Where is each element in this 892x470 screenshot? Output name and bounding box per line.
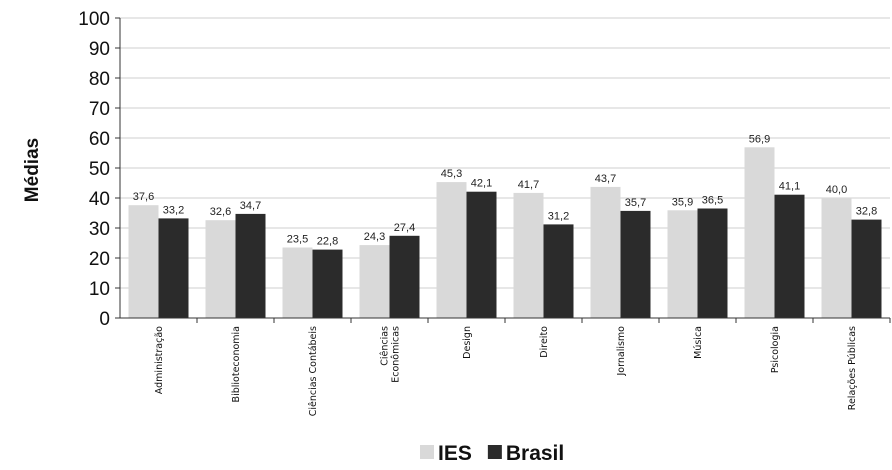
x-tick-label-line: Psicologia	[770, 326, 781, 373]
data-label: 56,9	[749, 133, 770, 145]
x-tick-label-line: Música	[693, 326, 704, 359]
x-tick-label: Jornalismo	[616, 326, 627, 377]
data-label: 34,7	[240, 200, 261, 212]
data-label: 32,6	[210, 206, 231, 218]
x-tick-label: Design	[462, 326, 473, 359]
x-tick-label: Administração	[154, 326, 165, 394]
data-label: 42,1	[471, 178, 492, 190]
bar-brasil	[851, 219, 882, 318]
bar-ies	[590, 186, 621, 318]
bar-ies	[282, 247, 313, 318]
x-tick-label-line: Biblioteconomia	[231, 326, 242, 402]
x-tick-label-line: Design	[462, 326, 473, 359]
bar-ies	[359, 245, 390, 318]
x-tick-label-line: Direito	[539, 326, 550, 358]
legend-label-ies: IES	[438, 442, 472, 465]
y-tick-label: 60	[89, 129, 110, 150]
y-tick-labels: 0 10 20 30 40 50 60 70 80 90 100	[78, 9, 120, 330]
bar-ies	[205, 220, 236, 318]
data-labels: 37,6 33,2 32,6 34,7 23,5 22,8 24,3 27,4 45,3 42,1…	[133, 133, 877, 247]
data-label: 43,7	[595, 173, 616, 185]
data-label: 27,4	[394, 222, 415, 234]
x-tick-label: Biblioteconomia	[231, 326, 242, 402]
data-label: 41,1	[779, 181, 800, 193]
legend-swatch-brasil	[487, 445, 502, 459]
bar-brasil	[235, 213, 266, 318]
x-tick-label-line: Ciências	[380, 326, 391, 366]
x-tick-label-line: Ciências Contábeis	[308, 326, 319, 416]
legend-label-brasil: Brasil	[506, 442, 564, 465]
data-label: 33,2	[163, 204, 184, 216]
bar-brasil	[312, 249, 343, 318]
x-tick-label: Psicologia	[770, 326, 781, 373]
y-tick-label: 0	[99, 309, 110, 330]
x-tick-label: Relações Públicas	[847, 326, 858, 410]
bar-brasil	[774, 194, 805, 318]
x-tick-label-line: Administração	[154, 326, 165, 394]
bar-ies	[667, 210, 698, 318]
bar-brasil	[697, 208, 728, 318]
x-tick-label: Direito	[539, 326, 550, 358]
data-label: 35,9	[672, 196, 693, 208]
x-tick-label: Ciências Contábeis	[308, 326, 319, 416]
data-label: 36,5	[702, 195, 723, 207]
data-label: 23,5	[287, 234, 308, 246]
bar-ies	[128, 205, 159, 318]
bars	[128, 147, 882, 318]
x-tick-labels: Administração Biblioteconomia Ciências Con…	[154, 318, 891, 416]
x-tick-label: Ciências Econômicas	[380, 326, 402, 383]
legend-swatch-ies	[420, 445, 434, 459]
data-label: 37,6	[133, 191, 154, 203]
x-tick-label-line: Jornalismo	[616, 326, 627, 377]
y-tick-label: 70	[89, 99, 110, 120]
bar-brasil	[389, 235, 420, 318]
y-tick-label: 100	[78, 9, 110, 30]
bar-ies	[744, 147, 775, 318]
bar-brasil	[543, 224, 574, 318]
y-tick-label: 30	[89, 219, 110, 240]
y-tick-label: 20	[89, 249, 110, 270]
bar-brasil	[158, 218, 189, 318]
bar-ies	[513, 192, 544, 318]
bar-brasil	[466, 191, 497, 318]
x-tick-label: Música	[693, 326, 704, 359]
bar-ies	[436, 182, 467, 318]
data-label: 24,3	[364, 231, 385, 243]
y-tick-label: 80	[89, 69, 110, 90]
data-label: 40,0	[826, 184, 847, 196]
legend: IES Brasil	[420, 442, 564, 465]
x-tick-label-line: Relações Públicas	[847, 326, 858, 410]
bar-ies	[821, 198, 852, 318]
data-label: 22,8	[317, 236, 338, 248]
y-tick-label: 90	[89, 39, 110, 60]
y-axis-label: Médias	[22, 138, 43, 202]
y-tick-label: 40	[89, 189, 110, 210]
y-tick-label: 10	[89, 279, 110, 300]
data-label: 32,8	[856, 206, 877, 218]
x-tick-label-line: Econômicas	[391, 326, 402, 383]
data-label: 41,7	[518, 179, 539, 191]
y-tick-label: 50	[89, 159, 110, 180]
bar-brasil	[620, 210, 651, 318]
data-label: 31,2	[548, 210, 569, 222]
data-label: 35,7	[625, 197, 646, 209]
data-label: 45,3	[441, 168, 462, 180]
